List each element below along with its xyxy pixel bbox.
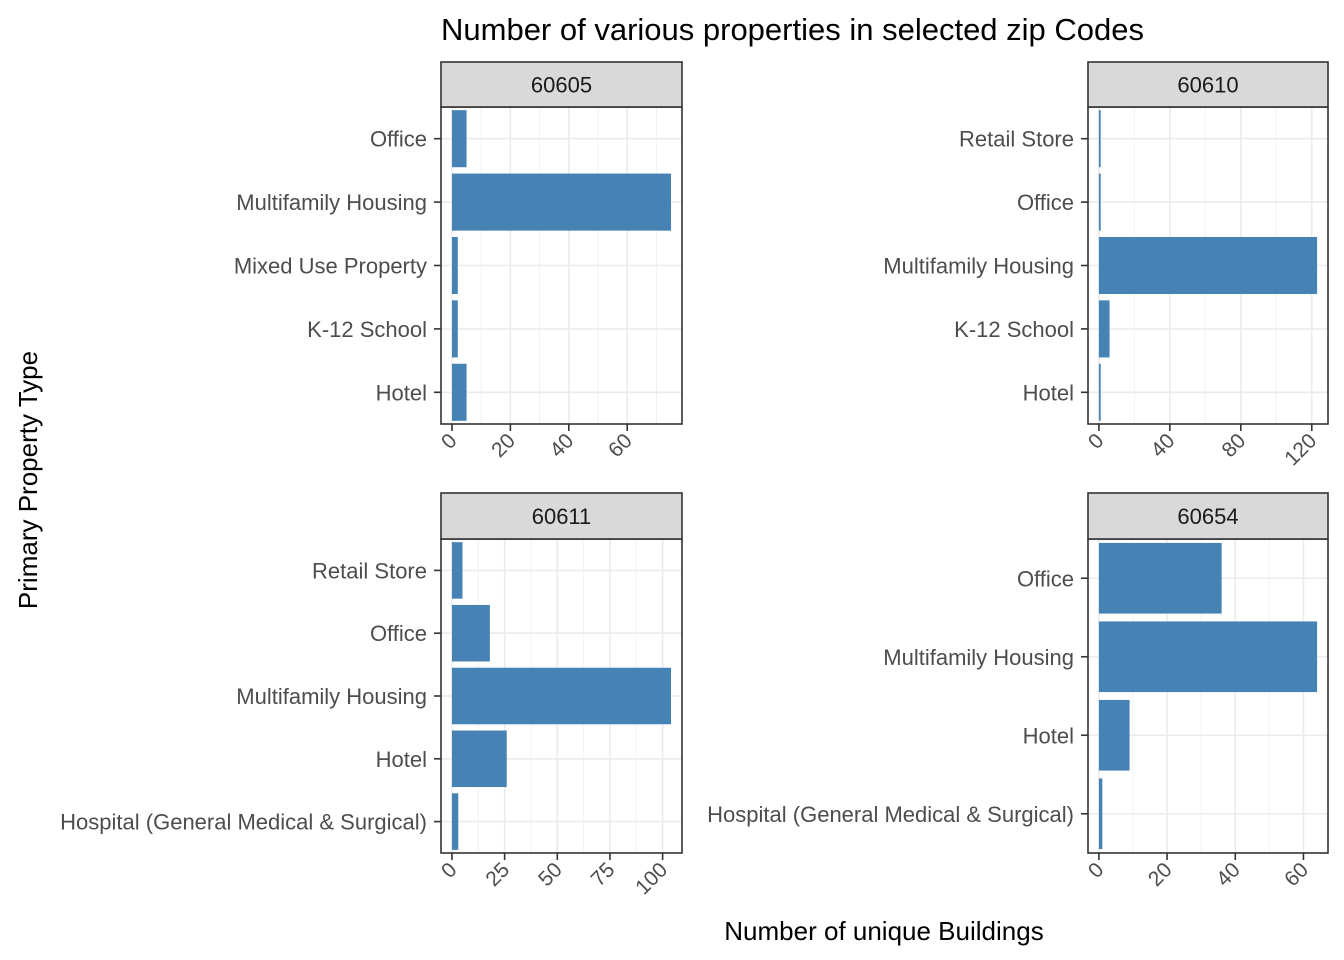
x-tick-label: 100 xyxy=(631,858,672,899)
y-tick-label: Multifamily Housing xyxy=(236,684,427,709)
bar xyxy=(451,110,467,168)
facet-panel-1: 60610 Hotel K-12 School Multifamily Housing… xyxy=(883,61,1329,470)
y-tick-label: Office xyxy=(370,621,427,646)
bar xyxy=(1098,363,1101,421)
y-tick-label: Hotel xyxy=(376,380,427,405)
x-tick-label: 60 xyxy=(604,429,637,462)
bar xyxy=(1098,300,1110,358)
y-tick-label: Retail Store xyxy=(312,558,427,583)
y-tick-label: Retail Store xyxy=(959,127,1074,152)
y-tick-label: Office xyxy=(1017,190,1074,215)
bar xyxy=(451,542,463,599)
x-tick-label: 0 xyxy=(437,858,462,883)
bar xyxy=(451,236,458,295)
bar xyxy=(451,173,672,231)
x-axis-title: Number of unique Buildings xyxy=(724,916,1043,946)
facet-strip-label: 60654 xyxy=(1177,504,1238,529)
facet-strip-label: 60611 xyxy=(532,504,592,529)
y-tick-label: Office xyxy=(1017,566,1074,591)
chart-title: Number of various properties in selected… xyxy=(441,12,1144,47)
facet-strip xyxy=(1087,492,1329,540)
y-tick-label: Hospital (General Medical & Surgical) xyxy=(707,802,1074,827)
bar xyxy=(451,730,507,788)
bar xyxy=(1098,110,1101,168)
x-tick-label: 75 xyxy=(587,858,620,891)
y-tick-label: Hotel xyxy=(376,747,427,772)
bar xyxy=(1098,542,1222,614)
y-tick-label: Office xyxy=(370,127,427,152)
y-axis-title: Primary Property Type xyxy=(13,351,43,609)
y-tick-label: Multifamily Housing xyxy=(236,190,427,215)
y-tick-label: Hotel xyxy=(1023,723,1074,748)
facet-panel-2: 60611 Hospital (General Medical & Surgica… xyxy=(60,492,683,899)
bar xyxy=(1098,236,1318,295)
y-tick-label: Hotel xyxy=(1023,380,1074,405)
facet-strip-label: 60610 xyxy=(1177,73,1238,98)
facet-strip-label: 60605 xyxy=(531,73,592,98)
x-tick-label: 40 xyxy=(546,429,579,462)
y-tick-label: K-12 School xyxy=(954,317,1074,342)
y-tick-label: Multifamily Housing xyxy=(883,645,1074,670)
bar xyxy=(451,667,672,725)
x-tick-label: 20 xyxy=(487,429,520,462)
bar xyxy=(1098,699,1130,771)
bar xyxy=(451,604,490,662)
facet-strip xyxy=(1087,61,1329,108)
y-tick-label: Multifamily Housing xyxy=(883,254,1074,279)
x-tick-label: 50 xyxy=(534,858,567,891)
x-tick-label: 60 xyxy=(1280,858,1313,891)
bar xyxy=(451,363,467,421)
facet-panel-0: 60605 Hotel K-12 School Mixed Use Property M… xyxy=(234,61,683,462)
facet-strip xyxy=(440,61,683,108)
bar xyxy=(451,793,459,850)
y-tick-label: K-12 School xyxy=(307,317,427,342)
bar xyxy=(1098,621,1318,693)
bar xyxy=(1098,173,1101,231)
x-tick-label: 25 xyxy=(481,858,514,891)
y-tick-label: Hospital (General Medical & Surgical) xyxy=(60,810,427,835)
x-tick-label: 0 xyxy=(437,429,462,454)
bar xyxy=(1098,778,1103,850)
y-tick-label: Mixed Use Property xyxy=(234,254,427,279)
x-tick-label: 0 xyxy=(1084,858,1109,883)
facet-panel-3: 60654 Hospital (General Medical & Surgica… xyxy=(707,492,1329,891)
facet-panels: 60605 Hotel K-12 School Mixed Use Property M… xyxy=(60,61,1329,899)
bar xyxy=(451,300,458,358)
x-tick-label: 0 xyxy=(1084,429,1109,454)
facet-strip xyxy=(440,492,683,540)
x-tick-label: 120 xyxy=(1280,429,1321,470)
x-tick-label: 40 xyxy=(1212,858,1245,891)
x-tick-label: 20 xyxy=(1144,858,1177,891)
x-tick-label: 40 xyxy=(1147,429,1180,462)
x-tick-label: 80 xyxy=(1218,429,1251,462)
